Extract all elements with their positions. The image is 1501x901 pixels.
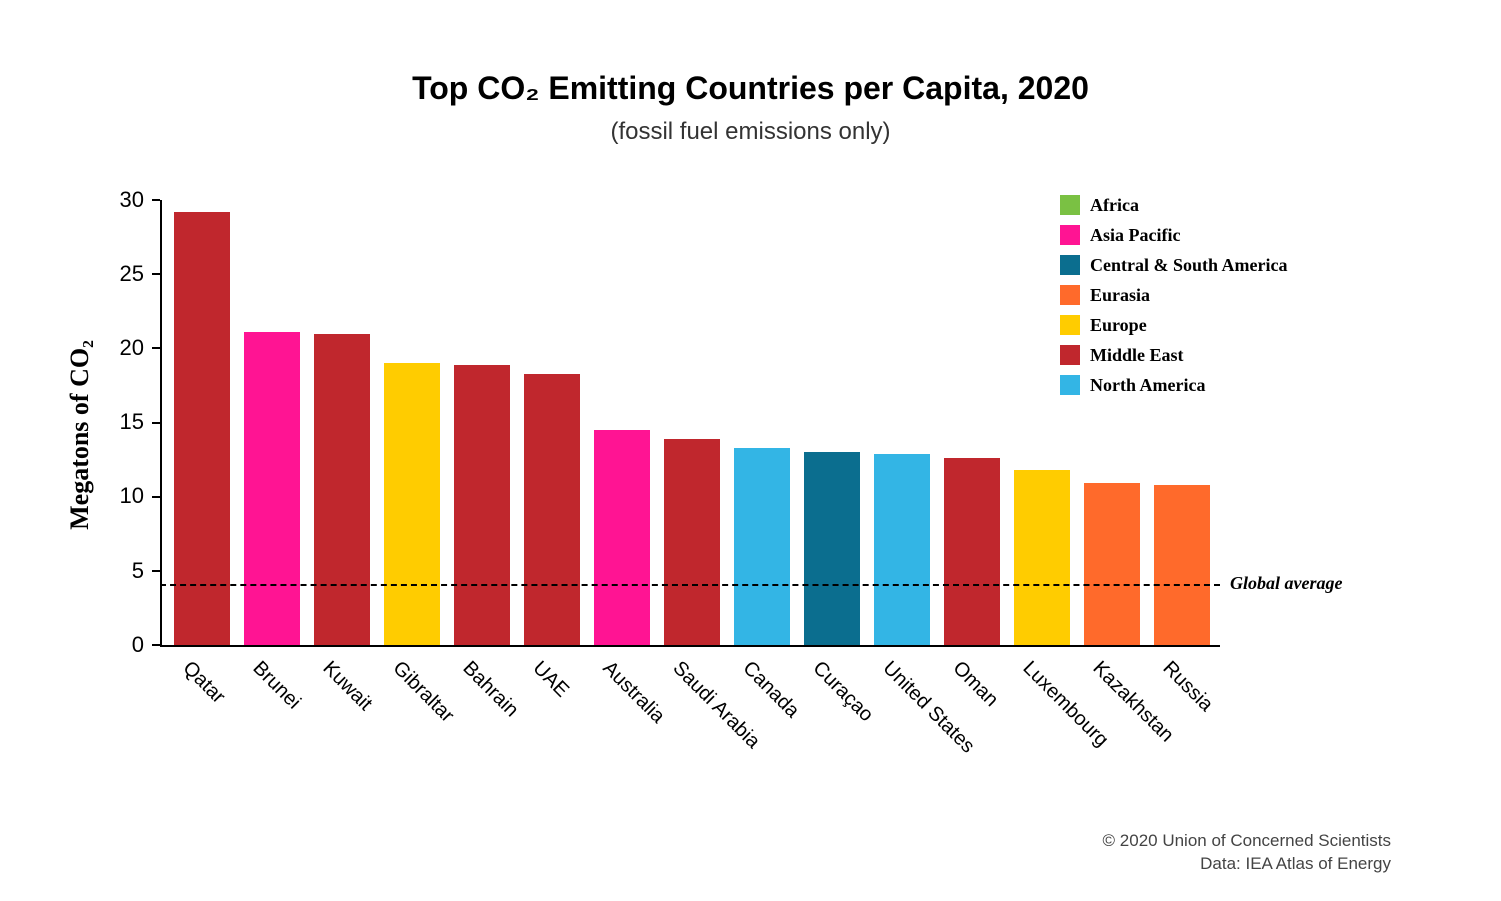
x-tick-label: Gibraltar [387,657,458,728]
x-tick-label: Canada [737,657,803,723]
legend-label: Eurasia [1090,285,1150,306]
legend-item: North America [1060,370,1287,400]
chart-title: Top CO₂ Emitting Countries per Capita, 2… [0,70,1501,107]
legend-label: Middle East [1090,345,1184,366]
legend-item: Africa [1060,190,1287,220]
global-average-line [160,584,1220,586]
bar [1084,483,1140,645]
x-tick-label: Kuwait [317,657,376,716]
y-tick-label: 25 [102,261,144,287]
x-tick-label: Brunei [247,657,304,714]
legend-swatch [1060,375,1080,395]
credits: © 2020 Union of Concerned Scientists Dat… [1103,830,1391,876]
legend-label: Africa [1090,195,1139,216]
bar [524,374,580,645]
legend-item: Central & South America [1060,250,1287,280]
x-tick-label: Curaçao [807,657,877,727]
legend-item: Europe [1060,310,1287,340]
y-tick-label: 20 [102,335,144,361]
bar [174,212,230,645]
legend-item: Eurasia [1060,280,1287,310]
bar [384,363,440,645]
x-tick-label: Oman [947,657,1002,712]
global-average-label: Global average [1230,573,1342,594]
bar [454,365,510,645]
legend-item: Middle East [1060,340,1287,370]
legend-label: Europe [1090,315,1147,336]
x-tick-label: Australia [597,657,668,728]
y-tick [152,644,160,646]
chart-subtitle: (fossil fuel emissions only) [0,118,1501,146]
y-tick-label: 15 [102,409,144,435]
legend: Africa Asia Pacific Central & South Americ… [1060,190,1287,400]
legend-swatch [1060,225,1080,245]
y-axis-label: Megatons of CO₂ [65,315,95,555]
chart-stage: Top CO₂ Emitting Countries per Capita, 2… [0,0,1501,901]
bar [1154,485,1210,645]
y-tick [152,347,160,349]
legend-swatch [1060,315,1080,335]
legend-swatch [1060,285,1080,305]
bar [1014,470,1070,645]
y-tick [152,199,160,201]
x-tick-label: Bahrain [457,657,522,722]
bar [874,454,930,645]
x-axis-line [160,645,1220,647]
x-tick-label: Qatar [177,657,229,709]
x-tick-label: UAE [527,657,572,702]
y-tick [152,570,160,572]
bar [594,430,650,645]
y-tick-label: 30 [102,187,144,213]
legend-item: Asia Pacific [1060,220,1287,250]
legend-swatch [1060,345,1080,365]
bar [734,448,790,645]
y-tick [152,273,160,275]
bar [804,452,860,645]
legend-label: Asia Pacific [1090,225,1180,246]
y-tick-label: 0 [102,632,144,658]
bar [944,458,1000,645]
legend-swatch [1060,255,1080,275]
credits-line-1: © 2020 Union of Concerned Scientists [1103,830,1391,853]
y-axis-line [160,200,162,645]
legend-label: North America [1090,375,1205,396]
legend-label: Central & South America [1090,255,1287,276]
y-tick-label: 5 [102,558,144,584]
y-tick [152,422,160,424]
credits-line-2: Data: IEA Atlas of Energy [1103,853,1391,876]
x-tick-label: Russia [1157,657,1216,716]
bar [244,332,300,645]
y-tick [152,496,160,498]
bar [314,334,370,646]
y-tick-label: 10 [102,483,144,509]
bar [664,439,720,645]
legend-swatch [1060,195,1080,215]
